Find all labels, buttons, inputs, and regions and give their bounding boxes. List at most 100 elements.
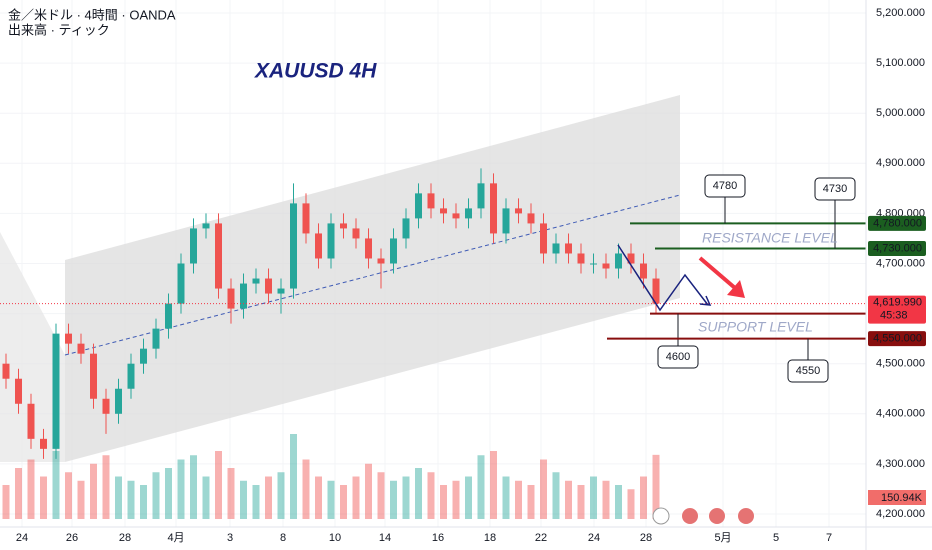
volume-bar bbox=[427, 472, 435, 519]
last-price-tag bbox=[868, 295, 926, 324]
volume-tag bbox=[868, 490, 926, 505]
candle-body bbox=[315, 233, 322, 259]
candle-body bbox=[652, 278, 660, 304]
volume-bar bbox=[590, 476, 597, 519]
candle-body bbox=[15, 378, 22, 404]
volume-bar bbox=[302, 459, 310, 519]
volume-bar bbox=[340, 485, 347, 519]
volume-bar bbox=[77, 480, 85, 519]
volume-bar bbox=[352, 476, 360, 519]
candle-body bbox=[527, 213, 535, 224]
candle-body bbox=[215, 223, 222, 289]
y-tick-label: 4,500.000 bbox=[876, 358, 925, 370]
y-tick-label: 4,200.000 bbox=[876, 508, 925, 520]
volume-bar bbox=[565, 480, 572, 519]
y-tick-label: 5,100.000 bbox=[876, 57, 925, 69]
x-tick-label: 14 bbox=[379, 532, 391, 544]
x-tick-label: 5 bbox=[773, 532, 779, 544]
volume-bar bbox=[465, 476, 472, 519]
x-tick-label: 8 bbox=[280, 532, 286, 544]
candle-body bbox=[427, 193, 435, 209]
candle-body bbox=[615, 253, 622, 269]
candle-layer bbox=[2, 168, 660, 459]
volume-bar bbox=[602, 480, 610, 519]
candle-body bbox=[577, 253, 585, 264]
volume-bar bbox=[577, 485, 585, 519]
volume-bar bbox=[477, 455, 485, 519]
candle-body bbox=[27, 403, 35, 439]
x-tick-label: 24 bbox=[588, 532, 600, 544]
last-price-label: 4,619.990 bbox=[873, 296, 922, 308]
volume-bar bbox=[540, 459, 547, 519]
level-tag bbox=[868, 215, 926, 231]
volume-bar bbox=[40, 476, 47, 519]
volume-bar bbox=[627, 489, 635, 519]
volume-bar bbox=[390, 480, 397, 519]
candle-body bbox=[102, 398, 110, 414]
volume-bar bbox=[2, 485, 10, 519]
level-tag bbox=[868, 240, 926, 256]
level-tag-label: 4,780.000 bbox=[873, 217, 922, 229]
candle-body bbox=[552, 243, 560, 254]
candle-body bbox=[490, 183, 497, 234]
candle-body bbox=[77, 343, 85, 354]
volume-bar bbox=[502, 476, 510, 519]
volume-bar bbox=[265, 476, 272, 519]
candle-body bbox=[440, 208, 447, 214]
volume-bar bbox=[252, 485, 260, 519]
candle-body bbox=[415, 193, 422, 219]
candle-body bbox=[377, 258, 385, 264]
callout-label: 4780 bbox=[713, 180, 737, 192]
candle-body bbox=[352, 228, 360, 239]
x-tick-label: 18 bbox=[484, 532, 496, 544]
candle-body bbox=[52, 333, 60, 449]
volume-bar bbox=[402, 476, 410, 519]
volume-bar bbox=[552, 472, 560, 519]
candle-body bbox=[515, 208, 522, 214]
candle-body bbox=[602, 263, 610, 269]
event-icons bbox=[652, 507, 754, 525]
volume-bar bbox=[290, 434, 297, 519]
volume-layer bbox=[2, 434, 660, 519]
volume-bar bbox=[152, 472, 160, 519]
icon bbox=[682, 508, 698, 524]
red-arrow bbox=[698, 256, 737, 290]
volume-bar bbox=[177, 459, 185, 519]
callout-box bbox=[787, 359, 829, 383]
x-tick-label: 26 bbox=[66, 532, 78, 544]
x-tick-label: 5月 bbox=[714, 532, 731, 544]
y-tick-label: 4,300.000 bbox=[876, 458, 925, 470]
icon bbox=[652, 507, 670, 525]
countdown: 45:38 bbox=[880, 309, 908, 321]
candle-body bbox=[277, 288, 285, 294]
volume-bar bbox=[515, 480, 522, 519]
candle-body bbox=[627, 253, 635, 264]
candle-body bbox=[290, 203, 297, 289]
volume-bar bbox=[327, 480, 335, 519]
level-tag bbox=[868, 331, 926, 347]
callout-box bbox=[814, 177, 856, 201]
volume-bar bbox=[615, 485, 622, 519]
candle-body bbox=[502, 208, 510, 234]
volume-bar bbox=[277, 472, 285, 519]
channel bbox=[65, 95, 680, 462]
x-tick-label: 28 bbox=[640, 532, 652, 544]
candle-body bbox=[190, 228, 197, 264]
red-arrow-head bbox=[727, 280, 745, 298]
volume-bar bbox=[15, 468, 22, 519]
x-tick-label: 3 bbox=[227, 532, 233, 544]
volume-bar bbox=[27, 459, 35, 519]
volume-title: 出来高 · ティック bbox=[8, 22, 110, 37]
level-tag-label: 4,730.000 bbox=[873, 242, 922, 254]
callout-label: 4600 bbox=[666, 351, 690, 363]
candle-body bbox=[327, 223, 335, 259]
volume-bar bbox=[640, 476, 647, 519]
candle-body bbox=[302, 203, 310, 234]
candle-body bbox=[390, 238, 397, 264]
volume-label: 150.94K bbox=[881, 492, 923, 504]
candle-body bbox=[177, 263, 185, 304]
candle-body bbox=[540, 223, 547, 254]
volume-bar bbox=[127, 480, 135, 519]
x-tick-label: 22 bbox=[535, 532, 547, 544]
candle-body bbox=[127, 363, 135, 389]
